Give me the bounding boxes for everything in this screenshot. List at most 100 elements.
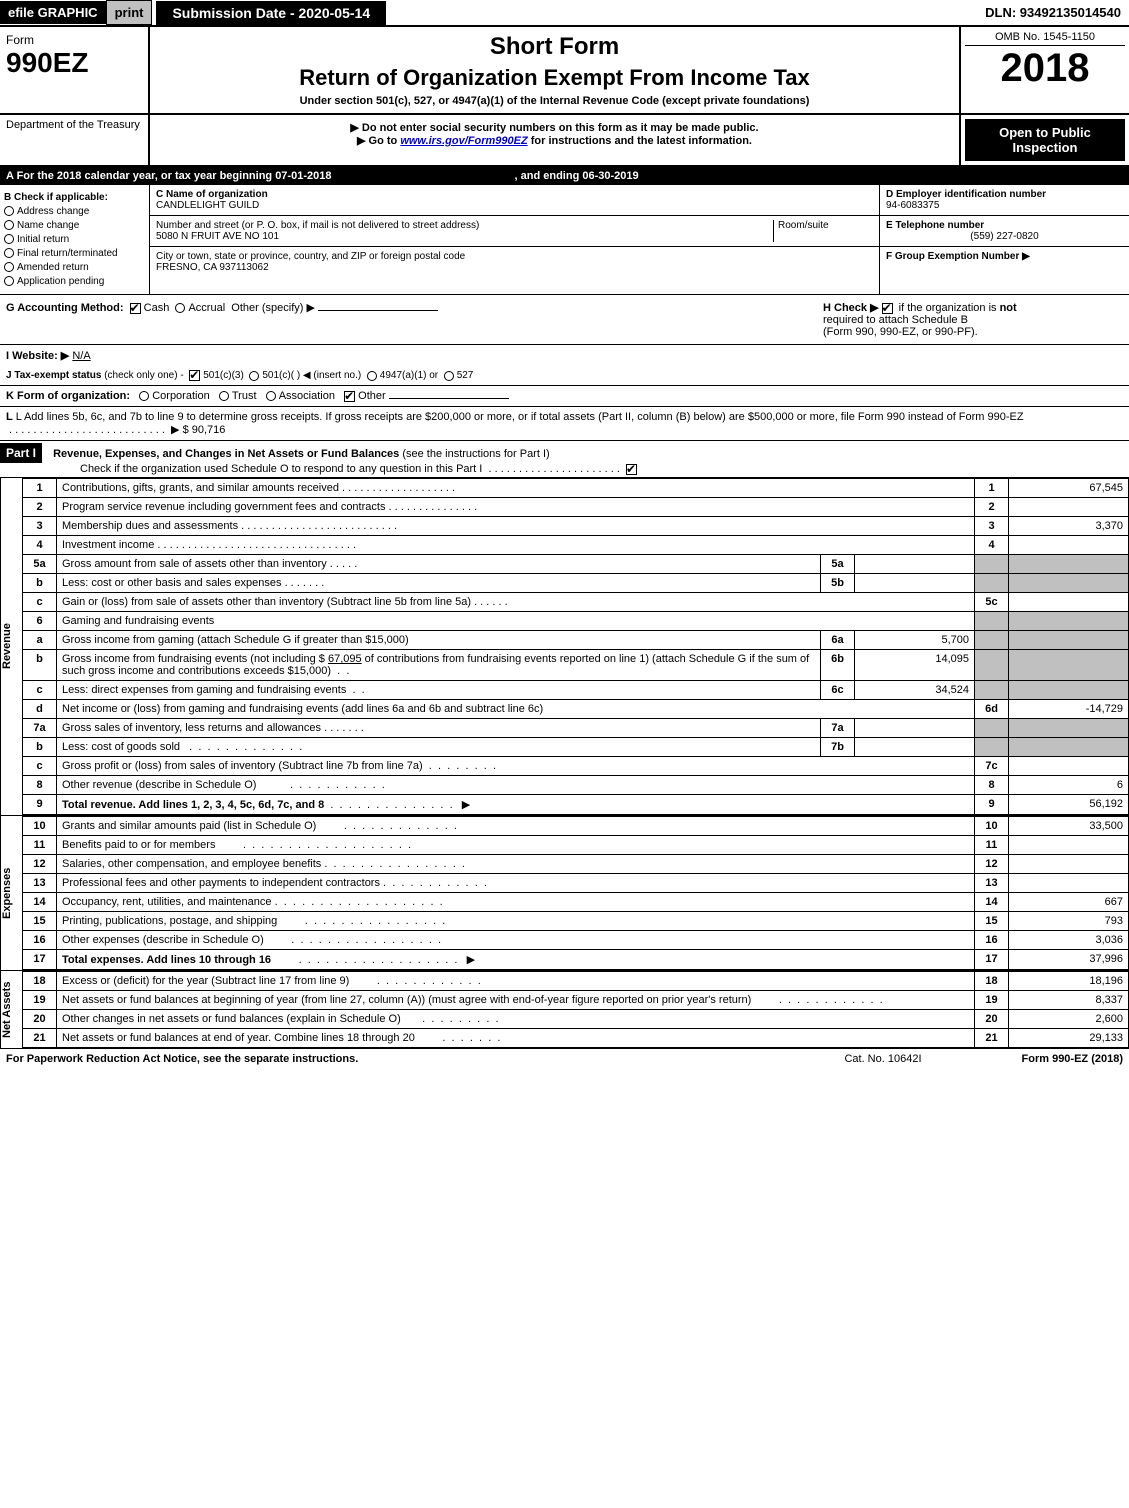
- app-pending-label: Application pending: [17, 276, 104, 287]
- 501c3-checkbox[interactable]: [189, 370, 200, 381]
- address-change-radio[interactable]: [4, 206, 14, 216]
- footer-form: Form 990-EZ (2018): [1022, 1053, 1123, 1065]
- go-to-suffix: for instructions and the latest informat…: [531, 135, 752, 147]
- box-f-label: F Group Exemption Number ▶: [886, 251, 1123, 262]
- k-row: K Form of organization: Corporation Trus…: [0, 386, 1129, 407]
- efile-label: efile GRAPHIC: [0, 1, 106, 24]
- 4947-radio[interactable]: [367, 371, 377, 381]
- accrual-label: Accrual: [188, 302, 225, 314]
- cash-label: Cash: [144, 302, 170, 314]
- l-text: L Add lines 5b, 6c, and 7b to line 9 to …: [16, 411, 1024, 423]
- form-number: 990EZ: [6, 47, 142, 79]
- part1-suffix: (see the instructions for Part I): [402, 448, 549, 460]
- under-section: Under section 501(c), 527, or 4947(a)(1)…: [156, 95, 953, 107]
- table-row: 6Gaming and fundraising events: [23, 612, 1129, 631]
- final-return-radio[interactable]: [4, 248, 14, 258]
- box-j-label: J Tax-exempt status: [6, 370, 101, 381]
- net-assets-table: 18Excess or (deficit) for the year (Subt…: [22, 971, 1129, 1048]
- table-row: 2Program service revenue including gover…: [23, 498, 1129, 517]
- info-grid: B Check if applicable: Address change Na…: [0, 185, 1129, 295]
- go-to-prefix: ▶ Go to: [357, 135, 400, 147]
- assoc-radio[interactable]: [266, 391, 276, 401]
- expenses-table: 10Grants and similar amounts paid (list …: [22, 816, 1129, 970]
- cash-checkbox[interactable]: [130, 303, 141, 314]
- corp-radio[interactable]: [139, 391, 149, 401]
- revenue-side-label: Revenue: [0, 478, 22, 815]
- org-name: CANDLELIGHT GUILD: [156, 200, 873, 211]
- website-row: I Website: ▶ N/A: [0, 345, 1129, 366]
- trust-radio[interactable]: [219, 391, 229, 401]
- box-e-label: E Telephone number: [886, 220, 1123, 231]
- amended-radio[interactable]: [4, 262, 14, 272]
- table-row: 11Benefits paid to or for members . . . …: [23, 836, 1129, 855]
- box-i-label: I Website: ▶: [6, 350, 69, 362]
- omb-number: OMB No. 1545-1150: [965, 31, 1125, 46]
- l-row: L L Add lines 5b, 6c, and 7b to line 9 t…: [0, 407, 1129, 441]
- initial-return-radio[interactable]: [4, 234, 14, 244]
- other-org-line: [389, 398, 509, 399]
- box-h-label: H Check ▶: [823, 302, 879, 314]
- expenses-section: Expenses 10Grants and similar amounts pa…: [0, 816, 1129, 971]
- h-text1: if the organization is: [899, 302, 1000, 314]
- expenses-side-label: Expenses: [0, 816, 22, 970]
- period-begin: A For the 2018 calendar year, or tax yea…: [6, 170, 331, 182]
- table-row: 17Total expenses. Add lines 10 through 1…: [23, 950, 1129, 970]
- tax-year: 2018: [965, 46, 1125, 91]
- accrual-radio[interactable]: [175, 303, 185, 313]
- table-row: 7aGross sales of inventory, less returns…: [23, 719, 1129, 738]
- top-bar: efile GRAPHIC print Submission Date - 20…: [0, 0, 1129, 27]
- other-specify-line: [318, 310, 438, 311]
- part1-check[interactable]: [626, 464, 637, 475]
- 501c3-label: 501(c)(3): [203, 370, 244, 381]
- open-to-public: Open to Public Inspection: [965, 119, 1125, 161]
- city-label: City or town, state or province, country…: [156, 251, 465, 262]
- net-assets-section: Net Assets 18Excess or (deficit) for the…: [0, 971, 1129, 1049]
- box-b: B Check if applicable: Address change Na…: [0, 185, 150, 294]
- h-checkbox[interactable]: [882, 303, 893, 314]
- 501c-radio[interactable]: [249, 371, 259, 381]
- table-row: bGross income from fundraising events (n…: [23, 650, 1129, 681]
- ein-value: 94-6083375: [886, 200, 1123, 211]
- box-j-suffix: (check only one) -: [104, 370, 183, 381]
- revenue-table: 1Contributions, gifts, grants, and simil…: [22, 478, 1129, 815]
- footer-cat: Cat. No. 10642I: [844, 1053, 921, 1065]
- box-c-label: C Name of organization: [156, 189, 873, 200]
- go-to-link[interactable]: www.irs.gov/Form990EZ: [400, 135, 527, 147]
- amended-label: Amended return: [17, 262, 89, 273]
- return-title: Return of Organization Exempt From Incom…: [156, 65, 953, 91]
- 527-label: 527: [457, 370, 474, 381]
- app-pending-radio[interactable]: [4, 276, 14, 286]
- footer-notice: For Paperwork Reduction Act Notice, see …: [6, 1053, 358, 1065]
- submission-date: Submission Date - 2020-05-14: [156, 1, 386, 25]
- box-b-title: B Check if applicable:: [4, 192, 145, 203]
- part1-check-text: Check if the organization used Schedule …: [80, 463, 482, 475]
- box-c: C Name of organization CANDLELIGHT GUILD…: [150, 185, 879, 294]
- name-change-radio[interactable]: [4, 220, 14, 230]
- address-change-label: Address change: [17, 206, 89, 217]
- table-row: cLess: direct expenses from gaming and f…: [23, 681, 1129, 700]
- info-right: D Employer identification number 94-6083…: [879, 185, 1129, 294]
- table-row: 12Salaries, other compensation, and empl…: [23, 855, 1129, 874]
- 4947-label: 4947(a)(1) or: [380, 370, 438, 381]
- 527-radio[interactable]: [444, 371, 454, 381]
- footer: For Paperwork Reduction Act Notice, see …: [0, 1049, 1129, 1069]
- table-row: 4Investment income . . . . . . . . . . .…: [23, 536, 1129, 555]
- table-row: 15Printing, publications, postage, and s…: [23, 912, 1129, 931]
- phone-value: (559) 227-0820: [886, 231, 1123, 242]
- table-row: bLess: cost or other basis and sales exp…: [23, 574, 1129, 593]
- table-row: 8Other revenue (describe in Schedule O) …: [23, 776, 1129, 795]
- h-text3: (Form 990, 990-EZ, or 990-PF).: [823, 326, 978, 338]
- final-return-label: Final return/terminated: [17, 248, 118, 259]
- period-end: , and ending 06-30-2019: [515, 170, 639, 182]
- table-row: 21Net assets or fund balances at end of …: [23, 1029, 1129, 1048]
- initial-return-label: Initial return: [17, 234, 69, 245]
- table-row: 1Contributions, gifts, grants, and simil…: [23, 479, 1129, 498]
- other-checkbox[interactable]: [344, 391, 355, 402]
- city-value: FRESNO, CA 937113062: [156, 262, 465, 273]
- other-org-label: Other: [358, 390, 386, 402]
- tax-status-row: J Tax-exempt status (check only one) - 5…: [0, 366, 1129, 386]
- print-button[interactable]: print: [106, 0, 153, 25]
- table-row: 9Total revenue. Add lines 1, 2, 3, 4, 5c…: [23, 795, 1129, 815]
- dept-label: Department of the Treasury: [6, 119, 142, 131]
- short-form-title: Short Form: [156, 33, 953, 61]
